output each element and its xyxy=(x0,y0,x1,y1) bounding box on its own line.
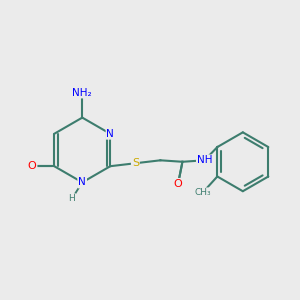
Text: N: N xyxy=(78,177,86,188)
Text: N: N xyxy=(78,177,86,188)
Text: NH: NH xyxy=(197,155,212,165)
Text: S: S xyxy=(132,158,139,168)
Text: O: O xyxy=(28,161,37,171)
Text: O: O xyxy=(174,179,182,189)
Text: N: N xyxy=(106,129,114,139)
Text: CH₃: CH₃ xyxy=(194,188,211,197)
Text: H: H xyxy=(69,194,75,203)
Text: NH₂: NH₂ xyxy=(73,88,92,98)
